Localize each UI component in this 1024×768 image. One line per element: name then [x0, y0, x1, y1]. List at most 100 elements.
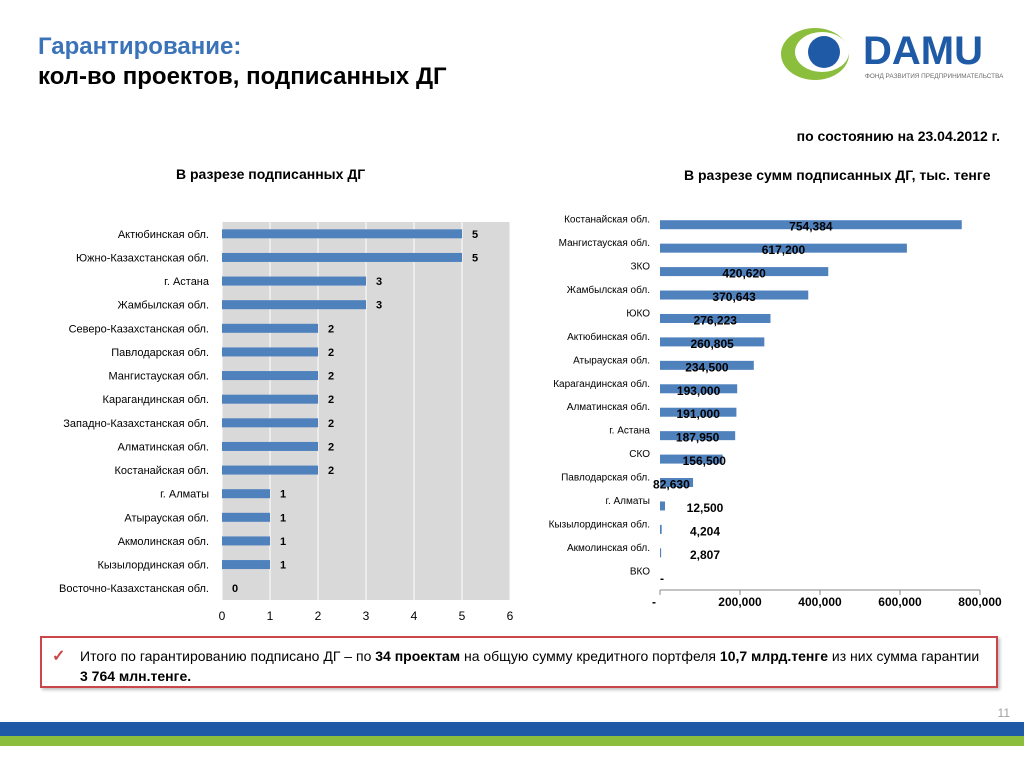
- left-bar: [222, 347, 318, 357]
- footer-band-blue: [0, 722, 1024, 736]
- right-bar: [660, 454, 723, 464]
- summary-box: ✓ Итого по гарантированию подписано ДГ –…: [40, 636, 998, 688]
- title-line-2: кол-во проектов, подписанных ДГ: [38, 63, 447, 90]
- left-data-label: 3: [376, 300, 382, 312]
- logo-circle-blue: [808, 36, 840, 68]
- left-bar: [222, 229, 462, 239]
- right-xtick-label: -: [652, 595, 656, 609]
- right-bar: [660, 548, 662, 558]
- right-data-label: 82,630: [653, 478, 690, 492]
- left-data-label: 5: [472, 229, 478, 241]
- left-bar: [222, 536, 270, 546]
- right-bar: [660, 431, 736, 441]
- right-bar: [660, 384, 738, 394]
- left-xtick-label: 6: [507, 609, 514, 623]
- summary-guarantee: 3 764 млн.тенге.: [80, 668, 192, 684]
- left-category-label: Восточно-Казахстанская обл.: [59, 583, 209, 595]
- left-data-label: 5: [472, 252, 478, 264]
- right-bar: [660, 501, 665, 511]
- logo-wordmark: DAMU: [863, 29, 983, 73]
- right-category-label: Атырауская обл.: [573, 354, 650, 366]
- right-bar: [660, 290, 809, 300]
- left-bar: [222, 489, 270, 499]
- page-number: 11: [997, 706, 1010, 720]
- left-data-label: 2: [328, 347, 334, 359]
- summary-text-after: из них сумма гарантии: [828, 648, 980, 664]
- left-category-label: Актюбинская обл.: [118, 229, 209, 241]
- right-category-label: Акмолинская обл.: [567, 542, 650, 554]
- left-xtick-label: 2: [315, 609, 322, 623]
- left-bar: [222, 560, 270, 570]
- left-chart-title: В разрезе подписанных ДГ: [176, 166, 366, 182]
- right-bar: [660, 337, 765, 347]
- left-data-label: 2: [328, 418, 334, 430]
- left-category-label: Алматинская обл.: [117, 441, 209, 453]
- right-data-label: 2,807: [690, 548, 720, 562]
- left-bar: [222, 323, 318, 333]
- right-bar: [660, 243, 907, 253]
- right-data-label: 187,950: [676, 431, 720, 445]
- right-data-label: 156,500: [683, 454, 727, 468]
- left-xtick-label: 0: [219, 609, 226, 623]
- right-category-label: Павлодарская обл.: [561, 472, 650, 484]
- as-of-date: по состоянию на 23.04.2012 г.: [796, 128, 1000, 144]
- left-data-label: 2: [328, 323, 334, 335]
- right-category-label: г. Алматы: [606, 496, 650, 507]
- right-data-label: 191,000: [677, 407, 721, 421]
- left-category-label: Южно-Казахстанская обл.: [76, 252, 209, 264]
- right-category-label: Костанайская обл.: [564, 214, 650, 226]
- right-category-label: Карагандинская обл.: [553, 378, 650, 390]
- right-xtick-label: 400,000: [798, 595, 842, 609]
- right-chart-title-text: В разрезе сумм подписанных ДГ, тыс. тенг…: [684, 167, 991, 183]
- left-bar: [222, 300, 366, 310]
- summary-text-middle: на общую сумму кредитного портфеля: [460, 648, 720, 664]
- left-category-label: Северо-Казахстанская обл.: [69, 323, 209, 335]
- footer-band-green: [0, 736, 1024, 746]
- right-data-label: 420,620: [722, 267, 766, 281]
- right-category-label: ВКО: [630, 566, 650, 577]
- left-category-label: Мангистауская обл.: [108, 371, 209, 383]
- left-category-label: Атырауская обл.: [124, 512, 209, 524]
- damu-logo: DAMU ФОНД РАЗВИТИЯ ПРЕДПРИНИМАТЕЛЬСТВА: [781, 28, 1004, 80]
- right-data-label: 260,805: [690, 337, 734, 351]
- right-bar: [660, 313, 771, 323]
- right-bar: [660, 478, 694, 488]
- left-data-label: 2: [328, 394, 334, 406]
- right-data-label: 617,200: [762, 243, 806, 257]
- right-category-label: Кызылординская обл.: [549, 518, 650, 530]
- right-category-label: ЮКО: [626, 308, 650, 319]
- right-chart-title: В разрезе сумм подписанных ДГ, тыс. тенг…: [684, 166, 991, 185]
- left-bar: [222, 252, 462, 262]
- title-line-1: Гарантирование:: [38, 33, 242, 60]
- left-category-label: Костанайская обл.: [115, 465, 209, 477]
- left-data-label: 1: [280, 536, 286, 548]
- right-xtick-label: 800,000: [958, 595, 1002, 609]
- summary-portfolio: 10,7 млрд.тенге: [719, 648, 828, 664]
- right-data-label: 370,643: [712, 290, 756, 304]
- left-xtick-label: 5: [459, 609, 466, 623]
- left-bar: [222, 371, 318, 381]
- right-data-label: 4,204: [690, 524, 720, 538]
- right-bar: [660, 360, 754, 370]
- right-bar: [660, 524, 662, 534]
- right-category-label: г. Астана: [609, 426, 650, 437]
- right-data-label: 276,223: [694, 313, 738, 327]
- right-category-label: Алматинская обл.: [567, 401, 650, 413]
- logo-tagline: ФОНД РАЗВИТИЯ ПРЕДПРИНИМАТЕЛЬСТВА: [865, 73, 1004, 80]
- right-category-label: Жамбылская обл.: [567, 284, 650, 296]
- left-category-label: Карагандинская обл.: [103, 394, 209, 406]
- left-category-label: г. Алматы: [160, 489, 209, 501]
- right-category-label: ЗКО: [630, 262, 650, 273]
- left-category-label: Кызылординская обл.: [97, 560, 209, 572]
- right-bar: [660, 220, 962, 230]
- left-xtick-label: 1: [267, 609, 274, 623]
- left-xtick-label: 4: [411, 609, 418, 623]
- left-category-label: Акмолинская обл.: [118, 536, 209, 548]
- page-title: Гарантирование: кол-во проектов, подписа…: [38, 32, 447, 92]
- charts-canvas: 0 1 2 3 4 5 6 Актюбинская обл. 5 Южно-Казахстанск…: [59, 214, 1002, 623]
- left-bar: [222, 276, 366, 286]
- right-bar: [660, 407, 737, 417]
- left-category-label: Жамбылская обл.: [117, 300, 209, 312]
- left-category-label: г. Астана: [164, 276, 210, 288]
- left-bar: [222, 465, 318, 475]
